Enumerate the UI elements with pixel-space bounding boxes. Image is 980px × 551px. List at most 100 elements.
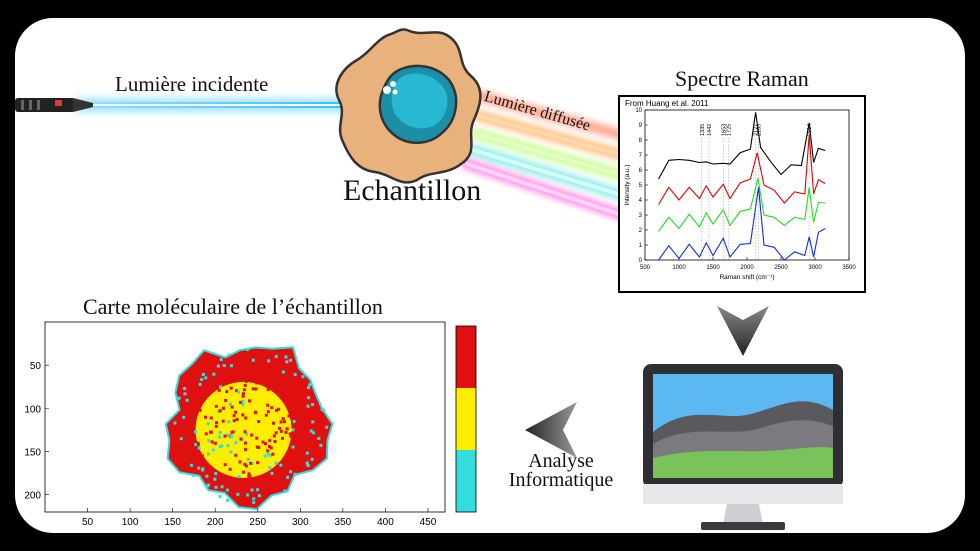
map-pixel bbox=[255, 436, 259, 440]
map-x-tick-label: 400 bbox=[377, 517, 394, 528]
map-edge-pixel bbox=[201, 468, 205, 472]
map-edge-pixel bbox=[179, 437, 183, 441]
map-pixel bbox=[214, 472, 218, 476]
map-pixel bbox=[251, 387, 255, 391]
spectrum-series-line bbox=[658, 134, 826, 205]
arrow-left-icon bbox=[525, 402, 577, 458]
map-edge-pixel bbox=[283, 489, 287, 493]
map-x-tick-label: 350 bbox=[335, 517, 352, 528]
cell-sample-icon bbox=[335, 28, 482, 184]
spectrum-y-tick-label: 1 bbox=[639, 243, 643, 249]
spectrum-x-axis-label: Raman shift (cm⁻¹) bbox=[719, 274, 774, 281]
map-edge-pixel bbox=[293, 373, 297, 377]
map-pixel bbox=[275, 408, 278, 412]
map-pixel bbox=[249, 461, 252, 465]
map-edge-pixel bbox=[307, 396, 311, 400]
map-edge-pixel bbox=[173, 421, 177, 425]
map-colorbar-segment bbox=[456, 326, 476, 388]
map-edge-pixel bbox=[225, 488, 229, 492]
map-pixel bbox=[248, 399, 251, 403]
map-pixel bbox=[232, 419, 236, 423]
map-pixel bbox=[224, 399, 228, 402]
map-pixel bbox=[211, 448, 215, 452]
map-pixel bbox=[270, 406, 274, 410]
map-pixel bbox=[264, 413, 268, 417]
spectrum-peak-label: 1653 bbox=[721, 124, 727, 136]
map-edge-pixel bbox=[182, 415, 186, 419]
map-edge-pixel bbox=[201, 373, 205, 376]
map-pixel bbox=[218, 409, 222, 413]
map-edge-pixel bbox=[311, 403, 314, 406]
map-edge-pixel bbox=[251, 358, 255, 362]
analysis-label-line2: Informatique bbox=[508, 469, 614, 491]
map-pixel bbox=[266, 410, 270, 414]
map-pixel bbox=[209, 416, 213, 420]
map-pixel bbox=[215, 421, 218, 425]
map-pixel bbox=[255, 381, 259, 385]
map-x-tick-label: 200 bbox=[207, 517, 224, 528]
spectrum-x-tick-label: 2500 bbox=[774, 265, 788, 271]
raman-spectrum-title: Spectre Raman bbox=[675, 66, 809, 91]
map-edge-pixel bbox=[286, 475, 290, 479]
map-pixel bbox=[242, 388, 246, 392]
map-pixel bbox=[274, 431, 278, 435]
map-edge-pixel bbox=[320, 408, 324, 411]
map-pixel bbox=[255, 445, 259, 449]
map-x-tick-label: 50 bbox=[82, 517, 94, 528]
map-pixel bbox=[250, 461, 254, 465]
map-edge-pixel bbox=[198, 382, 202, 386]
map-pixel bbox=[197, 446, 201, 450]
map-x-tick-label: 300 bbox=[292, 517, 309, 528]
spectrum-x-tick-label: 3500 bbox=[842, 265, 856, 271]
molecular-map-chart: 50 100 150 200 250 300 350 400 450 50 100 150 200 bbox=[24, 321, 477, 528]
spectrum-series-line bbox=[658, 112, 826, 180]
map-pixel bbox=[214, 404, 218, 408]
map-pixel bbox=[241, 399, 245, 403]
laser-pointer-icon bbox=[15, 98, 93, 112]
map-edge-pixel bbox=[306, 404, 310, 408]
sample-label: Echantillon bbox=[343, 174, 482, 207]
map-pixel bbox=[278, 426, 282, 430]
map-pixel bbox=[266, 388, 270, 392]
spectrum-y-tick-label: 10 bbox=[635, 108, 642, 114]
map-pixel bbox=[208, 430, 212, 434]
map-pixel bbox=[228, 402, 232, 406]
map-pixel bbox=[257, 420, 261, 423]
spectrum-peak-label: 1442 bbox=[707, 124, 713, 136]
spectrum-y-tick-label: 5 bbox=[639, 183, 643, 189]
map-edge-pixel bbox=[308, 383, 312, 387]
map-edge-pixel bbox=[219, 358, 223, 361]
map-edge-pixel bbox=[227, 353, 231, 357]
map-pixel bbox=[235, 417, 239, 421]
map-edge-pixel bbox=[205, 474, 209, 478]
map-pixel bbox=[250, 433, 254, 437]
map-pixel bbox=[206, 422, 210, 426]
map-pixel bbox=[222, 406, 225, 410]
map-edge-pixel bbox=[306, 462, 309, 466]
map-edge-pixel bbox=[281, 370, 285, 374]
map-edge-pixel bbox=[222, 364, 226, 368]
map-pixel bbox=[234, 410, 238, 414]
map-edge-pixel bbox=[220, 485, 224, 489]
map-pixel bbox=[227, 420, 231, 424]
map-edge-pixel bbox=[177, 396, 181, 400]
map-pixel bbox=[204, 432, 208, 436]
map-edge-pixel bbox=[267, 359, 271, 363]
map-pixel bbox=[218, 445, 222, 449]
map-pixel bbox=[245, 432, 248, 436]
map-edge-pixel bbox=[284, 355, 288, 359]
map-pixel bbox=[287, 414, 291, 418]
map-edge-pixel bbox=[289, 470, 293, 474]
map-pixel bbox=[229, 386, 233, 390]
map-edge-pixel bbox=[311, 420, 315, 424]
map-edge-pixel bbox=[206, 484, 210, 488]
spectrum-y-tick-label: 9 bbox=[639, 123, 643, 129]
spectrum-x-tick-label: 3000 bbox=[808, 265, 822, 271]
map-pixel bbox=[241, 394, 245, 398]
diagram-panel: Lumière incidente Echantillon Lumière di… bbox=[15, 18, 965, 533]
map-pixel bbox=[248, 474, 252, 478]
spectrum-source-label: From Huang et al. 2011 bbox=[625, 99, 709, 108]
map-pixel bbox=[291, 445, 295, 449]
map-pixel bbox=[207, 439, 211, 443]
map-y-tick-label: 150 bbox=[24, 448, 41, 459]
